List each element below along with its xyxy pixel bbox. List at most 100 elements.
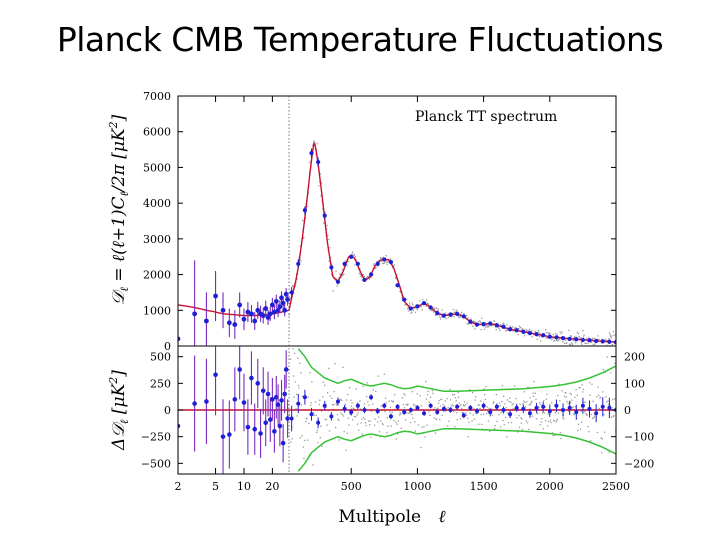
- unbinned-point: [359, 274, 362, 276]
- noise-envelope-lower: [297, 427, 616, 472]
- unbinned-point: [292, 285, 294, 287]
- unbinned-point: [570, 335, 572, 337]
- unbinned-point: [408, 310, 410, 312]
- data-point: [282, 307, 288, 313]
- top-y-label-close: ]: [109, 114, 129, 122]
- unbinned-point: [613, 414, 615, 417]
- unbinned-point: [580, 337, 582, 339]
- unbinned-point: [329, 247, 331, 249]
- data-point: [349, 410, 354, 415]
- unbinned-point: [366, 395, 368, 398]
- unbinned-point: [316, 429, 318, 431]
- unbinned-point: [557, 340, 559, 342]
- unbinned-point: [481, 423, 483, 425]
- data-point: [213, 372, 218, 378]
- unbinned-point: [555, 333, 557, 335]
- unbinned-point: [399, 291, 401, 293]
- unbinned-point: [322, 381, 325, 383]
- data-point: [355, 261, 360, 266]
- unbinned-point: [610, 337, 612, 339]
- unbinned-point: [453, 410, 455, 413]
- unbinned-point: [367, 420, 370, 422]
- data-point: [192, 311, 198, 317]
- unbinned-point: [557, 336, 560, 338]
- unbinned-point: [538, 331, 540, 333]
- unbinned-point: [386, 261, 388, 263]
- unbinned-point: [492, 402, 494, 404]
- unbinned-point: [545, 329, 547, 331]
- data-point: [415, 304, 420, 309]
- unbinned-point: [408, 412, 410, 414]
- unbinned-point: [429, 309, 432, 311]
- data-point: [481, 403, 486, 408]
- unbinned-point: [354, 264, 356, 266]
- unbinned-point: [530, 402, 532, 404]
- unbinned-point: [565, 396, 568, 398]
- unbinned-point: [456, 310, 458, 312]
- unbinned-point: [461, 407, 463, 410]
- unbinned-point: [608, 451, 610, 453]
- unbinned-point: [345, 399, 348, 401]
- unbinned-point: [306, 205, 308, 208]
- data-point: [382, 403, 387, 408]
- unbinned-point: [487, 420, 490, 422]
- unbinned-point: [506, 324, 508, 326]
- unbinned-point: [512, 403, 515, 405]
- data-point: [273, 394, 279, 400]
- unbinned-point: [295, 408, 297, 410]
- unbinned-point: [551, 432, 553, 434]
- data-point: [273, 298, 279, 304]
- unbinned-point: [310, 404, 312, 406]
- data-point: [375, 409, 380, 414]
- unbinned-point: [383, 373, 385, 375]
- unbinned-point: [373, 264, 375, 266]
- data-point: [455, 311, 460, 316]
- unbinned-point: [364, 418, 366, 420]
- unbinned-point: [607, 400, 609, 402]
- unbinned-point: [320, 425, 322, 427]
- data-point: [232, 322, 238, 327]
- unbinned-point: [370, 436, 372, 438]
- unbinned-point: [436, 408, 438, 410]
- unbinned-point: [307, 396, 309, 398]
- unbinned-point: [444, 312, 447, 314]
- data-point: [501, 324, 506, 329]
- unbinned-point: [543, 412, 546, 414]
- unbinned-point: [503, 323, 505, 325]
- unbinned-point: [572, 406, 574, 408]
- data-point: [474, 322, 480, 327]
- data-point: [349, 254, 354, 259]
- unbinned-point: [610, 335, 612, 337]
- unbinned-point: [340, 412, 342, 414]
- data-point: [232, 397, 238, 402]
- data-point: [245, 309, 251, 315]
- unbinned-point: [312, 144, 314, 146]
- unbinned-point: [409, 304, 411, 306]
- unbinned-point: [429, 414, 431, 417]
- unbinned-point: [481, 317, 483, 319]
- data-point: [249, 311, 254, 317]
- unbinned-point: [329, 395, 331, 397]
- unbinned-point: [598, 338, 600, 340]
- unbinned-point: [402, 404, 404, 406]
- unbinned-point: [462, 404, 465, 406]
- unbinned-point: [351, 402, 353, 404]
- x-tick-label: 10: [237, 480, 251, 493]
- unbinned-point: [506, 399, 508, 401]
- data-point: [395, 404, 400, 409]
- unbinned-point: [320, 195, 322, 197]
- data-point: [329, 414, 334, 419]
- unbinned-point: [364, 422, 367, 424]
- unbinned-point: [596, 396, 598, 398]
- unbinned-point: [512, 326, 514, 328]
- y-tick-label: 250: [150, 377, 171, 390]
- unbinned-point: [552, 334, 555, 336]
- unbinned-point: [454, 311, 456, 313]
- unbinned-point: [360, 422, 362, 424]
- unbinned-point: [426, 424, 428, 426]
- y-tick-label: 4000: [143, 197, 171, 210]
- unbinned-point: [474, 399, 476, 401]
- unbinned-point: [358, 429, 360, 431]
- unbinned-point: [495, 393, 497, 396]
- unbinned-point: [446, 398, 448, 400]
